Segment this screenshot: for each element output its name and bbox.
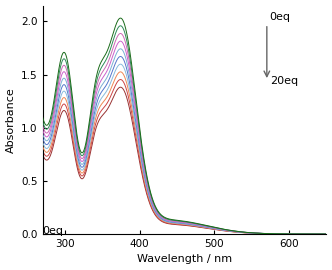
- Y-axis label: Absorbance: Absorbance: [6, 87, 16, 153]
- X-axis label: Wavelength / nm: Wavelength / nm: [137, 254, 232, 264]
- Text: 0eq: 0eq: [270, 12, 291, 22]
- Text: 20eq: 20eq: [270, 76, 298, 86]
- Text: 0eq: 0eq: [42, 226, 64, 236]
